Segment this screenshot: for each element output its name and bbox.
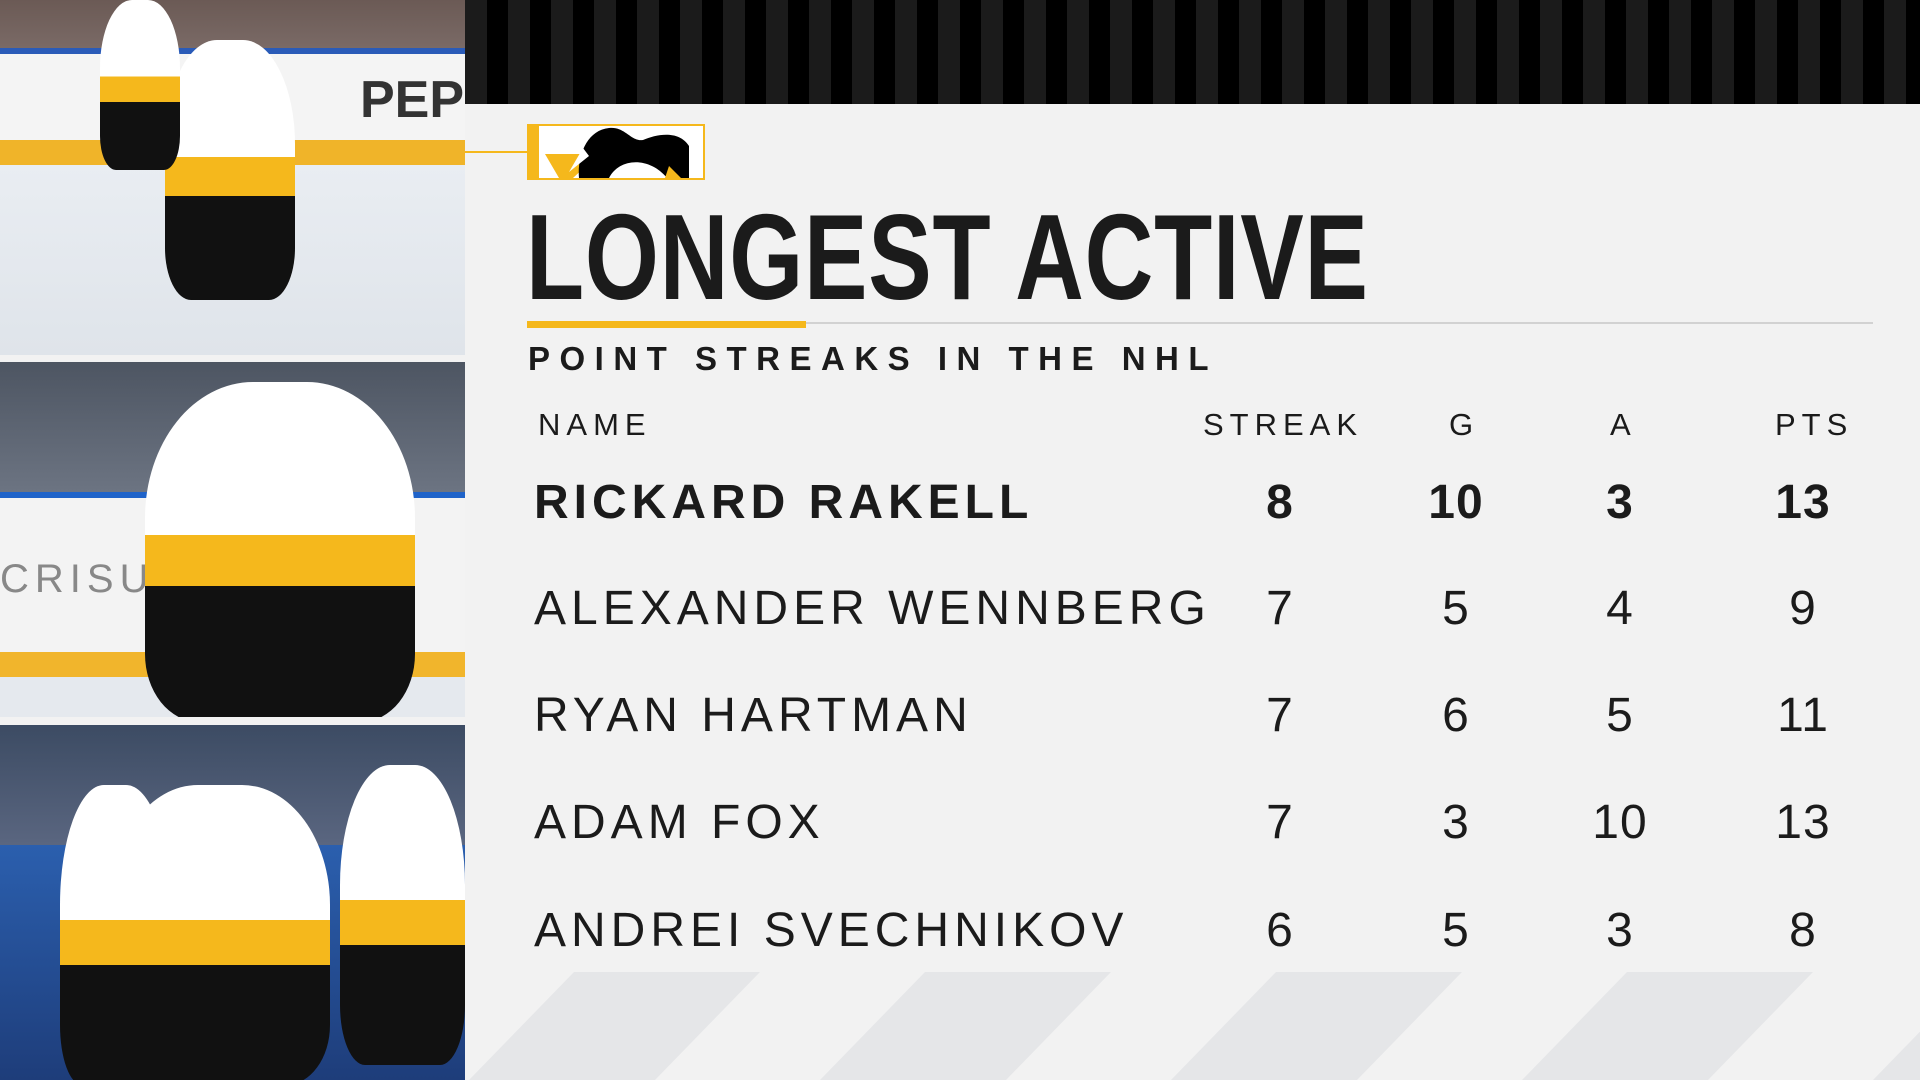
player-name: RICKARD RAKELL (534, 476, 1034, 529)
player-figure (165, 40, 295, 300)
stripe (820, 972, 1111, 1080)
stat-a: 5 (1606, 689, 1634, 742)
stat-a: 3 (1606, 904, 1634, 957)
header-assists: A (1610, 407, 1637, 442)
table-row: ALEXANDER WENNBERG 7 5 4 9 (0, 569, 1920, 649)
stat-streak: 7 (1266, 689, 1294, 742)
player-name: RYAN HARTMAN (534, 689, 973, 742)
stat-g: 3 (1442, 796, 1470, 849)
stat-streak: 6 (1266, 904, 1294, 957)
stat-g: 5 (1442, 582, 1470, 635)
stat-streak: 7 (1266, 796, 1294, 849)
player-figure (110, 785, 330, 1080)
player-photos: PEPSI CRISURE (0, 0, 465, 1080)
player-figure (340, 765, 465, 1065)
logo-connector-line (465, 151, 527, 153)
header-points: PTS (1775, 407, 1854, 442)
stat-streak: 8 (1266, 476, 1294, 529)
team-logo (527, 124, 705, 180)
stat-pts: 9 (1789, 582, 1817, 635)
penguin-logo-icon (545, 127, 689, 178)
stat-a: 4 (1606, 582, 1634, 635)
stat-g: 5 (1442, 904, 1470, 957)
title-divider (806, 322, 1873, 324)
stat-pts: 13 (1775, 476, 1831, 529)
stripe (469, 972, 760, 1080)
player-name: ALEXANDER WENNBERG (534, 582, 1211, 635)
stat-streak: 7 (1266, 582, 1294, 635)
player-photo-3 (0, 725, 465, 1080)
player-figure (145, 382, 415, 717)
table-row: ANDREI SVECHNIKOV 6 5 3 8 (0, 891, 1920, 971)
player-name: ADAM FOX (534, 796, 825, 849)
table-row: RICKARD RAKELL 8 10 3 13 (0, 463, 1920, 543)
player-photo-1: PEPSI (0, 0, 465, 355)
stat-a: 10 (1592, 796, 1648, 849)
table-row: RYAN HARTMAN 7 6 5 11 (0, 676, 1920, 756)
player-photo-2: CRISURE (0, 362, 465, 717)
stripe (1171, 972, 1462, 1080)
stat-pts: 8 (1789, 904, 1817, 957)
player-name: ANDREI SVECHNIKOV (534, 904, 1129, 957)
page-title: LONGEST ACTIVE (526, 189, 1369, 325)
decorative-diagonal-stripes (469, 972, 1920, 1080)
ad-board-text: PEPSI (360, 71, 465, 129)
striped-header-bar (465, 0, 1920, 104)
header-name: NAME (538, 407, 652, 442)
page-subtitle: POINT STREAKS IN THE NHL (528, 340, 1219, 377)
header-streak: STREAK (1203, 407, 1364, 442)
stat-pts: 13 (1775, 796, 1831, 849)
table-row: ADAM FOX 7 3 10 13 (0, 783, 1920, 863)
stat-a: 3 (1606, 476, 1634, 529)
title-accent-underline (527, 321, 806, 328)
header-goals: G (1449, 407, 1480, 442)
stripe (1873, 1031, 1920, 1080)
player-figure (100, 0, 180, 170)
stat-pts: 11 (1777, 689, 1829, 742)
stat-g: 6 (1442, 689, 1470, 742)
stat-g: 10 (1428, 476, 1484, 529)
stripe (1522, 972, 1813, 1080)
